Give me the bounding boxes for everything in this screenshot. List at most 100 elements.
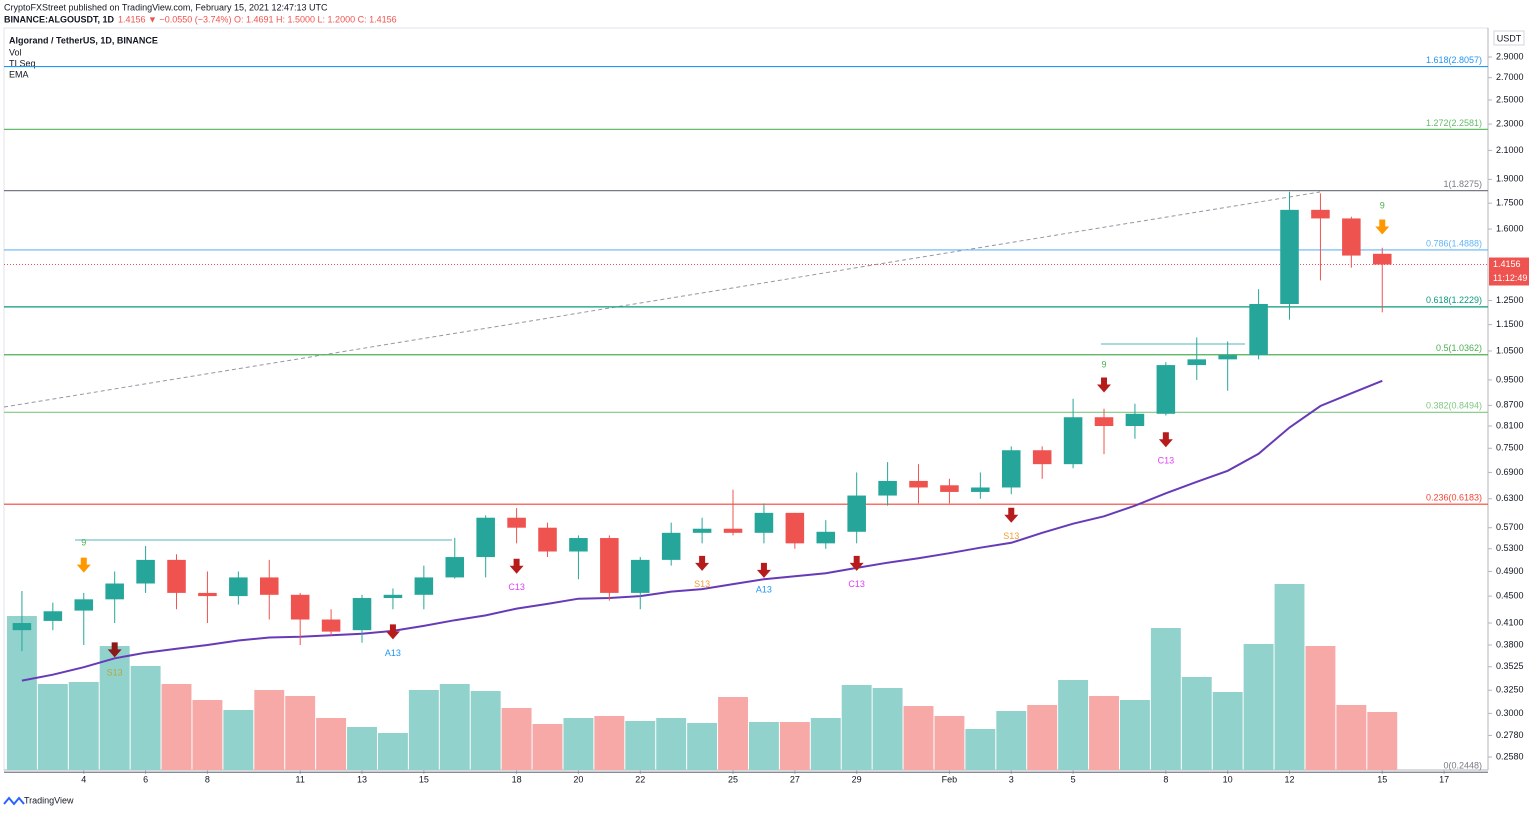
signal-arrow [849,555,864,571]
candle-body [600,538,619,593]
y-tick-label: 1.1500 [1496,319,1524,329]
x-tick-label: Feb [942,774,958,784]
signal-arrow [1158,432,1173,448]
fib-label: 1(1.8275) [1443,179,1482,189]
legend-title: Algorand / TetherUS, 1D, BINANCE [9,35,158,45]
volume-bar [1212,692,1243,770]
signal-arrow [509,558,524,574]
volume-bar [810,718,841,770]
volume-bar [625,721,656,770]
candle-body [754,512,774,533]
quote: 1.4156 ▼ −0.0550 (−3.74%) O: 1.4691 H: 1… [118,14,397,24]
signal-arrow [1004,507,1019,523]
candle-body [630,559,650,593]
td-label: S13 [107,667,123,677]
volume-bar [161,684,192,770]
volume-bar [1305,646,1336,770]
volume-bar [934,716,965,770]
candle-body [136,559,155,584]
fib-label: 1.272(2.2581) [1426,118,1482,128]
td-label: 9 [81,538,86,548]
volume-bar [563,718,594,770]
ema-line [21,379,1383,682]
candle-body [909,480,928,488]
countdown: 11:12:49 [1493,273,1527,283]
volume-bar [439,684,470,770]
y-tick-label: 1.9000 [1496,174,1524,184]
y-tick-label: 2.5000 [1496,94,1524,104]
candle-body [229,577,248,597]
fib-label: 1.618(2.8057) [1426,55,1482,65]
candle-body [383,594,403,599]
candle-body [105,583,124,600]
signal-arrow [107,642,122,658]
candle-body [1280,209,1299,305]
fib-label: 0.618(1.2229) [1426,295,1482,305]
x-tick-label: 6 [143,774,148,784]
candle-body [1218,355,1237,360]
y-tick-label: 0.3525 [1496,661,1524,671]
candle-body [1187,359,1207,366]
y-tick-label: 2.1000 [1496,145,1524,155]
candle-body [74,599,94,611]
volume-bar [779,722,810,770]
volume-bar [748,722,779,770]
volume-bar [1181,677,1212,770]
legend-item: EMA [9,69,29,79]
candle-body [1063,417,1083,465]
x-tick-label: 27 [790,774,800,784]
candle-body [198,592,217,597]
volume-bar [903,706,934,770]
volume-bar [965,729,996,770]
signal-arrow [695,555,710,571]
y-tick-label: 0.5300 [1496,543,1524,553]
price-tag-label: 1.4156 [1493,259,1521,269]
x-tick-label: 22 [635,774,645,784]
x-tick-label: 3 [1009,774,1014,784]
volume-bar [1089,696,1119,770]
candle-body [167,559,186,593]
publisher: CryptoFXStreet published on TradingView.… [4,2,328,12]
x-tick-label: 8 [205,774,210,784]
x-tick-label: 17 [1439,774,1449,784]
candle-body [723,528,743,533]
candle-body [1094,417,1114,427]
td-label: C13 [1158,456,1175,466]
candle-body [971,487,990,492]
candle-body [661,532,681,560]
volume-bar [408,690,439,770]
volume-bar [1058,680,1089,770]
volume-bar [501,708,532,770]
volume-bar [1119,700,1150,770]
x-tick-label: 12 [1285,774,1295,784]
candle-body [352,598,372,631]
x-tick-label: 20 [573,774,583,784]
fib-label: 0.236(0.6183) [1426,493,1482,503]
td-label: A13 [756,585,772,595]
y-tick-label: 0.6900 [1496,467,1524,477]
candle-body [785,512,805,544]
candle-body [538,527,557,552]
candle-body [816,531,836,544]
volume-bar [1243,644,1274,770]
volume-bar [316,718,347,770]
candle-body [43,611,63,621]
candle-body [321,619,341,632]
fib-label: 0(0.2448) [1443,761,1482,771]
x-tick-label: 8 [1163,774,1168,784]
signal-arrow [1097,377,1112,393]
trend-line [3,191,1321,408]
volume-bar [254,690,285,770]
fib-label: 0.786(1.4888) [1426,238,1482,248]
y-tick-label: 0.4900 [1496,566,1524,576]
signal-arrow [76,557,91,573]
volume-bar [532,724,563,770]
signal-arrow [385,624,400,640]
volume-bar [1367,712,1398,770]
x-tick-label: 15 [1377,774,1387,784]
candle-body [1156,365,1176,414]
y-tick-label: 0.5700 [1496,522,1524,532]
td-label: 9 [1102,360,1107,370]
volume-bar [872,688,903,770]
